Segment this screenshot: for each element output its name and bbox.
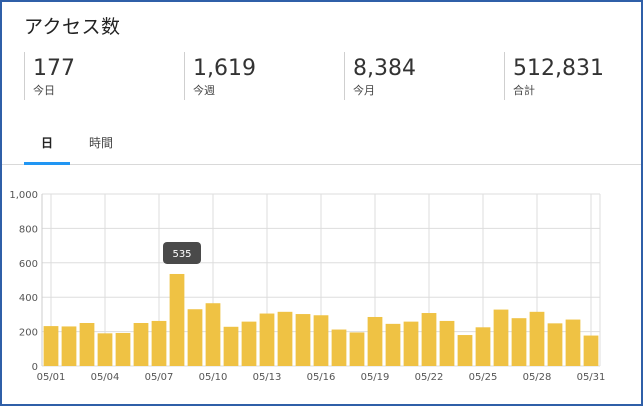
bar [61, 326, 77, 366]
stat-label: 今週 [193, 84, 215, 97]
stat-total: 512,831 合計 [504, 52, 604, 100]
daily-access-bar-chart: 0 200 400 600 800 1,000 05/01 05/04 05/07 05/10 05… [9, 190, 606, 383]
bar [205, 303, 221, 366]
bar [457, 335, 473, 366]
bar [43, 326, 59, 366]
bar [115, 332, 131, 366]
y-tick-label: 800 [19, 224, 38, 235]
bar [511, 318, 527, 366]
stat-today: 177 今日 [24, 52, 75, 100]
bar [403, 321, 419, 366]
x-tick-label: 05/16 [307, 372, 336, 383]
bar [385, 323, 401, 366]
x-tick-label: 05/28 [523, 372, 552, 383]
tooltip-box [163, 241, 201, 264]
widget-title: アクセス数 [24, 16, 121, 38]
bar [151, 320, 167, 366]
stats-row: 177 今日 1,619 今週 8,384 今月 512,831 合計 [24, 52, 641, 100]
x-tick-label: 05/19 [361, 372, 390, 383]
y-tick-label: 400 [19, 293, 38, 304]
period-tabs: 日 時間 [2, 126, 641, 165]
bar [277, 311, 293, 366]
x-tick-label: 05/13 [253, 372, 282, 383]
bar [565, 319, 581, 366]
bar [349, 332, 365, 366]
bar [79, 323, 95, 366]
bar [331, 329, 347, 366]
x-tick-label: 05/04 [91, 372, 120, 383]
bar [475, 327, 491, 366]
x-tick-label: 05/22 [415, 372, 444, 383]
bar [367, 316, 383, 366]
y-tick-label: 600 [19, 259, 38, 270]
stat-this-month: 8,384 今月 [344, 52, 416, 100]
bar [493, 309, 509, 366]
bar [223, 326, 239, 366]
stat-this-week: 1,619 今週 [184, 52, 256, 100]
bar [133, 323, 149, 366]
y-tick-label: 1,000 [9, 190, 38, 201]
x-tick-label: 05/01 [37, 372, 66, 383]
x-tick-label: 05/25 [469, 372, 498, 383]
bar [187, 309, 203, 366]
bar [295, 314, 311, 366]
x-tick-label: 05/07 [145, 372, 174, 383]
bar [241, 321, 257, 366]
bar [439, 320, 455, 366]
stat-value: 512,831 [513, 56, 604, 81]
bar [583, 335, 599, 366]
y-tick-label: 200 [19, 328, 38, 339]
tab-day[interactable]: 日 [24, 126, 70, 165]
stat-value: 177 [33, 56, 75, 81]
bar [97, 333, 113, 366]
bar [547, 323, 563, 366]
bar [313, 315, 329, 366]
x-tick-label: 05/10 [199, 372, 228, 383]
bar [169, 273, 185, 366]
tooltip-value: 535 [172, 249, 191, 260]
stat-label: 合計 [513, 84, 535, 97]
stat-value: 1,619 [193, 56, 256, 81]
tab-hour[interactable]: 時間 [88, 136, 113, 150]
stat-label: 今月 [353, 84, 375, 97]
stat-label: 今日 [33, 84, 55, 97]
stat-value: 8,384 [353, 56, 416, 81]
bar [529, 311, 545, 366]
chart-area: 0 200 400 600 800 1,000 05/01 05/04 05/07 05/10 05… [2, 182, 641, 398]
y-tick-label: 0 [32, 362, 38, 373]
bar [259, 313, 275, 366]
x-tick-label: 05/31 [577, 372, 606, 383]
bar [421, 313, 437, 366]
